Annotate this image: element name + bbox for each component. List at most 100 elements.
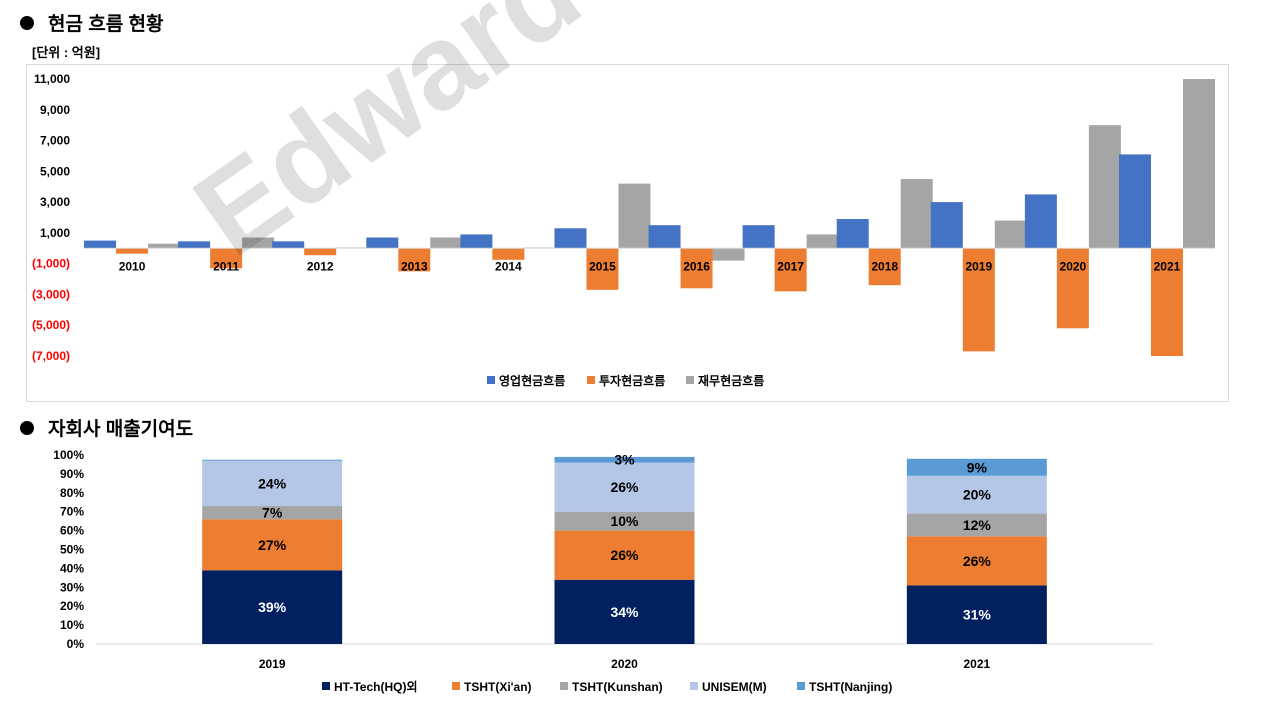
legend-label: HT-Tech(HQ)외	[334, 679, 417, 694]
data-label: 24%	[258, 475, 287, 491]
contribution-chart: 0% 10% 20% 30% 40% 50% 60% 70% 80% 90% 100% 39% 27% 7…	[53, 448, 1153, 694]
legend-label: 재무현금흐름	[698, 373, 764, 388]
data-label: 12%	[963, 517, 992, 533]
bar-투자현금흐름	[1150, 248, 1183, 356]
y-tick-label: 5,000	[40, 164, 70, 178]
cashflow-title-text: 현금 흐름 현황	[48, 14, 164, 35]
bar-투자현금흐름	[116, 248, 149, 254]
y-tick-label: 80%	[60, 486, 84, 500]
unit-label: [단위 : 억원]	[32, 45, 101, 60]
data-label: 7%	[262, 505, 283, 521]
x-tick-label: 2019	[259, 657, 286, 671]
legend-label: 투자현금흐름	[599, 373, 665, 388]
bar-영업현금흐름	[366, 237, 399, 249]
y-tick-label: (1,000)	[32, 257, 70, 271]
segment-TSHT(Xi'an)	[906, 536, 1047, 586]
segment-TSHT(Xi'an)	[202, 519, 343, 571]
bar-영업현금흐름	[1118, 154, 1151, 249]
x-tick-label: 2019	[965, 259, 992, 273]
data-label: 26%	[610, 479, 639, 495]
x-tick-label: 2010	[119, 259, 146, 273]
bar-투자현금흐름	[868, 248, 901, 286]
bullet-icon	[20, 420, 34, 435]
data-label: 26%	[610, 547, 639, 563]
y-tick-label: 40%	[60, 561, 84, 575]
bar-영업현금흐름	[460, 234, 493, 249]
legend-swatch	[560, 682, 568, 690]
y-tick-label: 0%	[67, 637, 85, 651]
data-label: 26%	[963, 553, 992, 569]
y-tick-label: 7,000	[40, 134, 70, 148]
segment-HT-Tech(HQ)외	[554, 579, 695, 644]
segment-TSHT(Kunshan)	[554, 511, 695, 531]
data-label: 20%	[963, 487, 992, 503]
contribution-title-text: 자회사 매출기여도	[48, 419, 194, 440]
bar-투자현금흐름	[398, 248, 431, 272]
segment-TSHT(Xi'an)	[554, 530, 695, 580]
data-label: 39%	[258, 599, 287, 615]
y-tick-label: 60%	[60, 524, 84, 538]
x-tick-label: 2012	[307, 259, 334, 273]
bar-재무현금흐름	[712, 248, 745, 261]
bullet-icon	[20, 15, 34, 30]
cashflow-chart: 11,000 9,000 7,000 5,000 3,000 1,000 (1,000) (3…	[32, 72, 1215, 388]
data-label: 34%	[610, 604, 639, 620]
bar-투자현금흐름	[304, 248, 337, 256]
y-tick-label: 20%	[60, 599, 84, 613]
y-tick-label: 10%	[60, 618, 84, 632]
legend-label: TSHT(Nanjing)	[809, 680, 892, 694]
bar-영업현금흐름	[84, 240, 117, 249]
segment-TSHT(Nanjing)	[906, 458, 1047, 476]
y-tick-label: 100%	[53, 448, 84, 462]
bar-영업현금흐름	[178, 241, 211, 249]
x-tick-label: 2018	[871, 259, 898, 273]
x-tick-label: 2017	[777, 259, 804, 273]
legend-label: UNISEM(M)	[702, 680, 767, 694]
bar-영업현금흐름	[648, 225, 681, 249]
data-label: 27%	[258, 537, 287, 553]
x-tick-label: 2021	[963, 657, 990, 671]
bar-재무현금흐름	[618, 183, 651, 249]
cashflow-chart-frame	[26, 64, 1229, 402]
y-tick-label: 50%	[60, 543, 84, 557]
x-tick-label: 2014	[495, 259, 522, 273]
y-tick-label: (3,000)	[32, 287, 70, 301]
bar-투자현금흐름	[492, 248, 525, 260]
bar-영업현금흐름	[836, 219, 869, 249]
data-label: 3%	[614, 452, 635, 468]
bar-영업현금흐름	[930, 202, 963, 249]
data-label: 31%	[963, 607, 992, 623]
bar-투자현금흐름	[1056, 248, 1089, 329]
bar-재무현금흐름	[994, 220, 1027, 249]
x-tick-label: 2020	[1060, 259, 1087, 273]
y-tick-label: 9,000	[40, 103, 70, 117]
legend-swatch	[587, 376, 595, 384]
bar-재무현금흐름	[148, 243, 181, 249]
bar-재무현금흐름	[430, 237, 463, 249]
bar-영업현금흐름	[554, 228, 587, 249]
x-tick-label: 2015	[589, 259, 616, 273]
x-tick-label: 2013	[401, 259, 428, 273]
legend-swatch	[452, 682, 460, 690]
legend-swatch	[690, 682, 698, 690]
segment-UNISEM(M)	[554, 462, 695, 512]
y-tick-label: 70%	[60, 505, 84, 519]
contribution-section-title: 자회사 매출기여도	[20, 414, 193, 441]
y-tick-label: 3,000	[40, 195, 70, 209]
segment-HT-Tech(HQ)외	[202, 570, 343, 644]
x-tick-label: 2021	[1154, 259, 1181, 273]
bar-투자현금흐름	[586, 248, 619, 290]
segment-TSHT(Kunshan)	[906, 513, 1047, 537]
bar-영업현금흐름	[742, 225, 775, 249]
bar-영업현금흐름	[272, 241, 305, 249]
cashflow-section-title: 현금 흐름 현황	[20, 9, 163, 36]
data-label: 10%	[610, 513, 639, 529]
bar-투자현금흐름	[680, 248, 713, 289]
y-tick-label: 30%	[60, 580, 84, 594]
bar-재무현금흐름	[1088, 125, 1121, 249]
segment-TSHT(Kunshan)	[202, 506, 343, 520]
y-tick-label: 90%	[60, 467, 84, 481]
legend-swatch	[322, 682, 330, 690]
segment-TSHT(Nanjing)	[554, 456, 695, 463]
segment-UNISEM(M)	[906, 475, 1047, 514]
